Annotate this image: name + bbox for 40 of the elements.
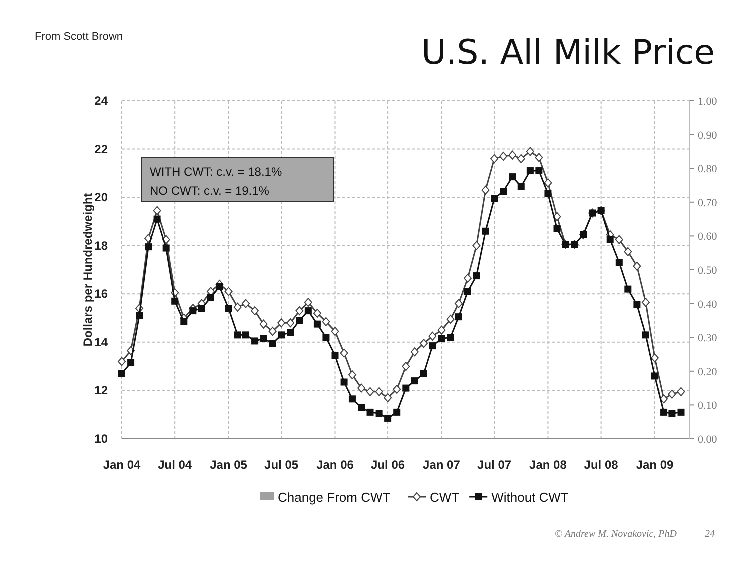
annotation: NO CWT: c.v. = 19.1% — [150, 184, 270, 198]
x-tick-label: Jan 08 — [530, 458, 568, 472]
y2-tick-label: 0.30 — [698, 332, 718, 345]
y2-tick-label: 0.80 — [698, 164, 718, 176]
x-tick-label: Jan 06 — [316, 458, 354, 472]
y-tick-label: 20 — [94, 190, 108, 205]
y-tick-label: 10 — [94, 432, 108, 446]
y-tick-label: 18 — [94, 238, 108, 253]
y2-tick-label: 0.00 — [698, 434, 718, 446]
y2-tick-label: 0.10 — [698, 400, 718, 412]
y2-tick-label: 0.70 — [698, 197, 718, 210]
text: From Scott Brown — [35, 31, 124, 43]
x-tick-label: Jul 04 — [158, 458, 192, 472]
y2-tick-label: 0.90 — [698, 130, 718, 142]
y-axis-title: Dollars per Hundredweight — [81, 193, 95, 347]
x-tick-label: Jan 09 — [636, 458, 674, 472]
y-tick-label: 14 — [94, 335, 108, 350]
x-tick-label: Jan 05 — [210, 458, 248, 472]
text: 24 — [705, 529, 715, 540]
x-tick-label: Jul 06 — [371, 458, 406, 472]
y2-tick-label: 1.00 — [698, 96, 718, 108]
annotation: WITH CWT: c.v. = 18.1% — [150, 165, 282, 179]
legend-label: CWT — [430, 490, 460, 505]
y2-tick-label: 0.60 — [698, 231, 718, 244]
text: © Andrew M. Novakovic, PhD — [555, 529, 678, 540]
y-tick-label: 22 — [94, 142, 108, 156]
x-tick-label: Jan 07 — [423, 458, 461, 472]
legend-label: Change From CWT — [278, 490, 391, 505]
y-tick-label: 12 — [94, 384, 108, 398]
legend-label: Without CWT — [492, 490, 569, 505]
y2-tick-label: 0.50 — [698, 265, 718, 277]
y-tick-label: 24 — [94, 94, 108, 108]
x-tick-label: Jan 04 — [103, 458, 142, 472]
y2-tick-label: 0.20 — [698, 366, 718, 378]
x-tick-label: Jul 08 — [584, 458, 619, 472]
x-tick-label: Jul 07 — [478, 458, 512, 472]
chart-title: U.S. All Milk Price — [421, 33, 715, 73]
y-tick-label: 16 — [94, 287, 108, 302]
x-tick-label: Jul 05 — [264, 458, 299, 472]
y2-tick-label: 0.40 — [698, 298, 718, 311]
